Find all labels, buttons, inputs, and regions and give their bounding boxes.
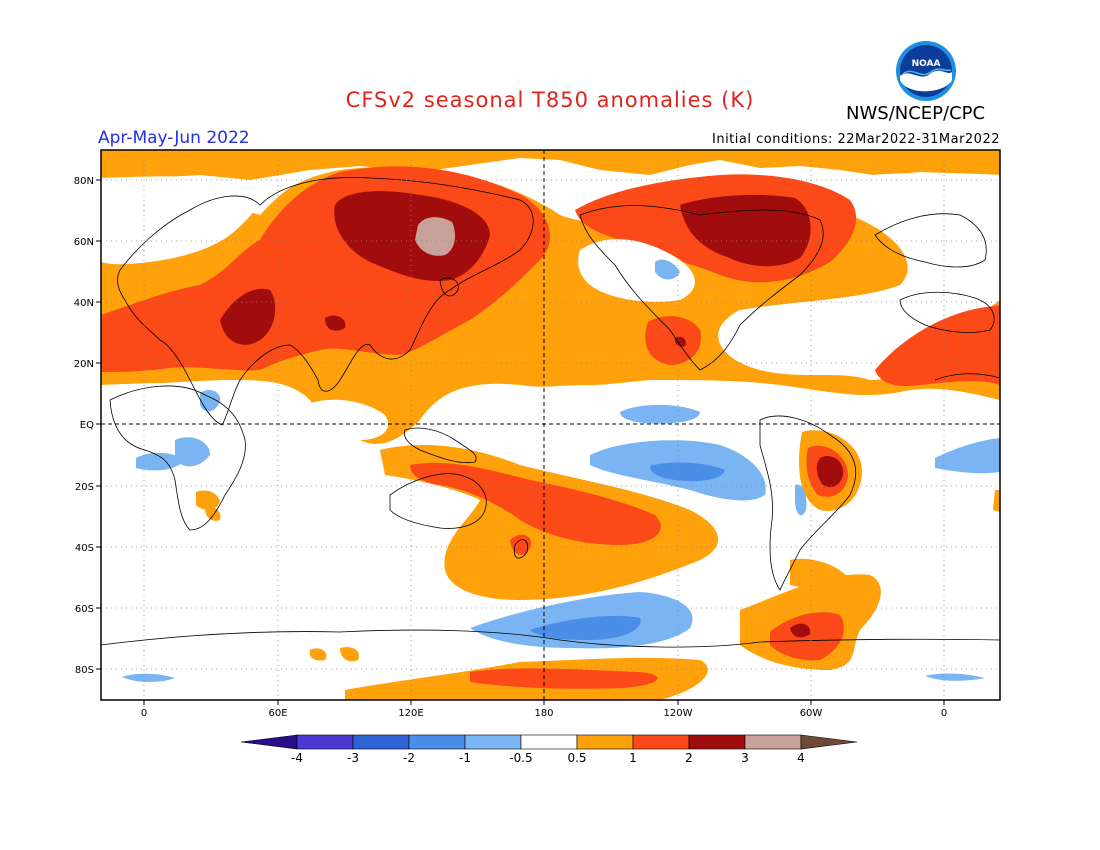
lat-label: 60N xyxy=(74,237,94,248)
lat-label: 60S xyxy=(75,604,94,615)
tan-anomaly-region xyxy=(415,217,456,256)
colorbar: -4 -3 -2 -1 -0.5 0.5 1 2 3 4 xyxy=(240,734,858,765)
lat-lon-grid xyxy=(101,150,1000,700)
lat-label: 20N xyxy=(74,359,94,370)
mid-blue-anomaly-regions xyxy=(530,462,725,640)
lon-label: 180 xyxy=(534,708,553,719)
colorbar-low-arrow xyxy=(240,734,298,750)
colorbar-segment xyxy=(744,734,802,750)
colorbar-label: -3 xyxy=(347,751,359,765)
figure-title: CFSv2 seasonal T850 anomalies (K) xyxy=(345,88,755,112)
map-frame xyxy=(100,149,1001,701)
colorbar-segment xyxy=(576,734,634,750)
logo-text: NOAA xyxy=(912,59,941,69)
colorbar-label: 3 xyxy=(741,751,749,765)
tick-marks xyxy=(96,179,945,705)
season-label: Apr-May-Jun 2022 xyxy=(98,128,250,148)
agency-label: NWS/NCEP/CPC xyxy=(846,103,986,124)
colorbar-segment xyxy=(352,734,410,750)
anomaly-field xyxy=(101,150,1000,700)
lon-label: 0 xyxy=(941,708,947,719)
initial-conditions-label: Initial conditions: 22Mar2022-31Mar2022 xyxy=(712,132,1000,147)
colorbar-label: -1 xyxy=(459,751,471,765)
longitude-labels: 0 60E 120E 180 120W 60W 0 xyxy=(141,708,947,719)
colorbar-label: -0.5 xyxy=(509,751,532,765)
coastlines xyxy=(101,177,1000,648)
lat-label: 80N xyxy=(74,176,94,187)
lon-label: 120E xyxy=(398,708,423,719)
colorbar-label: 1 xyxy=(629,751,637,765)
lon-label: 0 xyxy=(141,708,147,719)
lon-label: 120W xyxy=(664,708,693,719)
colorbar-label: -4 xyxy=(291,751,303,765)
colorbar-label: -2 xyxy=(403,751,415,765)
colorbar-label: 0.5 xyxy=(567,751,586,765)
colorbar-segment xyxy=(520,734,578,750)
colorbar-segment xyxy=(688,734,746,750)
colorbar-label: 4 xyxy=(797,751,805,765)
latitude-labels: 80N 60N 40N 20N EQ 20S 40S 60S 80S xyxy=(74,176,94,676)
colorbar-segment xyxy=(632,734,690,750)
colorbar-segment xyxy=(296,734,354,750)
noaa-logo-icon: NOAA xyxy=(896,41,956,101)
lat-label: 40N xyxy=(74,298,94,309)
lat-label: 40S xyxy=(75,543,94,554)
colorbar-high-arrow xyxy=(800,734,858,750)
colorbar-segment xyxy=(464,734,522,750)
lat-label: EQ xyxy=(80,420,94,431)
lat-label: 80S xyxy=(75,665,94,676)
lon-label: 60W xyxy=(800,708,823,719)
lat-label: 20S xyxy=(75,482,94,493)
colorbar-label: 2 xyxy=(685,751,693,765)
colorbar-segment xyxy=(408,734,466,750)
lon-label: 60E xyxy=(268,708,287,719)
darkred-anomaly-regions xyxy=(220,191,844,638)
neutral-regions xyxy=(101,172,1000,457)
